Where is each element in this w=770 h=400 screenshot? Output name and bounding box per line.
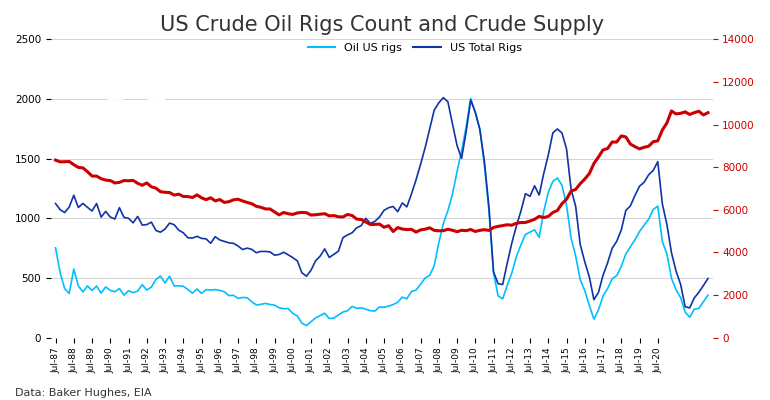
- Text: Trade Like a Pro: Trade Like a Pro: [102, 148, 202, 160]
- Legend: Oil US rigs, US Total Rigs: Oil US rigs, US Total Rigs: [303, 39, 527, 58]
- Text: FxPro: FxPro: [103, 95, 201, 124]
- Title: US Crude Oil Rigs Count and Crude Supply: US Crude Oil Rigs Count and Crude Supply: [159, 15, 604, 35]
- Text: Data: Baker Hughes, EIA: Data: Baker Hughes, EIA: [15, 388, 152, 398]
